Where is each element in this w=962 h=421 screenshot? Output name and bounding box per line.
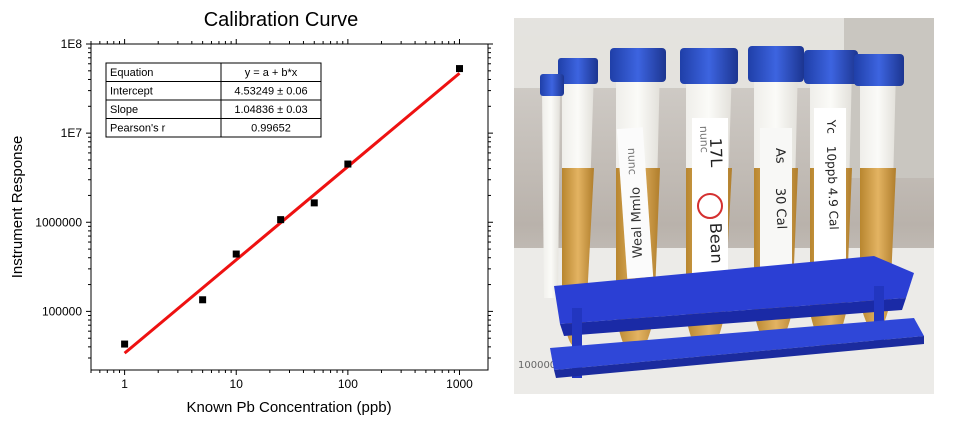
x-tick-label: 100 xyxy=(338,377,358,391)
data-points xyxy=(121,65,464,348)
sample-tubes-photo: 100000 xyxy=(514,18,934,394)
fit-table-label: Pearson's r xyxy=(110,123,166,135)
fit-table-value: 1.04836 ± 0.03 xyxy=(234,104,307,116)
tube-labels: Weal Mmlo 17L Bean As 30 Cal Yc 10ppb 4.… xyxy=(616,108,846,288)
data-point xyxy=(456,65,464,73)
data-point xyxy=(199,296,207,304)
blue-rack xyxy=(550,256,924,378)
fit-table-value: y = a + b*x xyxy=(245,67,298,79)
data-point xyxy=(344,160,352,168)
fit-table-label: Equation xyxy=(110,67,153,79)
tube-label-6: Yc xyxy=(824,119,839,134)
tube-label-3: Bean xyxy=(706,222,726,263)
y-tick-label: 100000 xyxy=(42,304,82,318)
y-tick-label: 1E7 xyxy=(61,126,83,140)
tube-label-2: 17L xyxy=(706,137,726,167)
fit-results-table: Equation y = a + b*x Intercept 4.53249 ± 0.… xyxy=(105,62,322,138)
axis-ticks: 1 10 100 1000 100000 1000000 1E7 1E8 xyxy=(35,37,493,391)
x-tick-label: 1 xyxy=(121,377,128,391)
tube-label-5: 30 Cal xyxy=(772,188,788,230)
y-tick-label: 1000000 xyxy=(35,215,82,229)
fit-table-label: Intercept xyxy=(110,86,153,98)
calibration-chart: Calibration Curve 1 10 100 1000 100000 100000… xyxy=(9,9,493,416)
fit-table-label: Slope xyxy=(110,104,138,116)
data-point xyxy=(277,216,285,224)
tube-brand-2: nunc xyxy=(697,126,711,153)
data-point xyxy=(121,340,129,348)
tube-brand-1: nunc xyxy=(625,148,639,175)
tube-label-1: Weal Mmlo xyxy=(629,187,646,259)
data-point xyxy=(310,199,318,207)
x-tick-label: 1000 xyxy=(446,377,473,391)
chart-title: Calibration Curve xyxy=(204,9,359,31)
tube-label-7: 10ppb 4.9 Cal xyxy=(824,146,841,230)
tube-label-4: As xyxy=(772,148,788,164)
fit-line-group xyxy=(123,72,461,355)
x-tick-label: 10 xyxy=(230,377,244,391)
fit-table-value: 0.99652 xyxy=(251,123,291,135)
paper-handwriting: 100000 xyxy=(518,360,556,371)
fit-line xyxy=(123,72,461,355)
tube-7-left-back xyxy=(540,74,564,298)
x-axis-label: Known Pb Concentration (ppb) xyxy=(186,399,391,416)
y-axis-label: Instrument Response xyxy=(9,136,26,279)
fit-table-value: 4.53249 ± 0.06 xyxy=(234,86,307,98)
tube-rack-illustration: 100000 xyxy=(514,18,934,394)
data-point xyxy=(232,250,240,258)
y-tick-label: 1E8 xyxy=(61,37,83,51)
